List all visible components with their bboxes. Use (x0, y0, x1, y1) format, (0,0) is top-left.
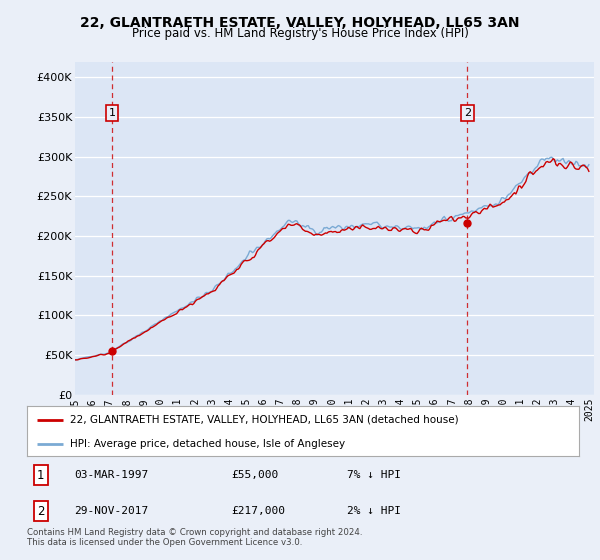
Text: 03-MAR-1997: 03-MAR-1997 (74, 470, 148, 480)
Text: 2: 2 (464, 108, 471, 118)
Text: £217,000: £217,000 (231, 506, 285, 516)
Text: 2: 2 (37, 505, 44, 517)
Text: HPI: Average price, detached house, Isle of Anglesey: HPI: Average price, detached house, Isle… (70, 439, 345, 449)
Text: Contains HM Land Registry data © Crown copyright and database right 2024.
This d: Contains HM Land Registry data © Crown c… (27, 528, 362, 547)
Text: 1: 1 (37, 469, 44, 482)
Text: 1: 1 (109, 108, 116, 118)
Text: 2% ↓ HPI: 2% ↓ HPI (347, 506, 401, 516)
Text: 22, GLANTRAETH ESTATE, VALLEY, HOLYHEAD, LL65 3AN (detached house): 22, GLANTRAETH ESTATE, VALLEY, HOLYHEAD,… (70, 414, 458, 424)
Text: 22, GLANTRAETH ESTATE, VALLEY, HOLYHEAD, LL65 3AN: 22, GLANTRAETH ESTATE, VALLEY, HOLYHEAD,… (80, 16, 520, 30)
Text: 7% ↓ HPI: 7% ↓ HPI (347, 470, 401, 480)
Text: Price paid vs. HM Land Registry's House Price Index (HPI): Price paid vs. HM Land Registry's House … (131, 27, 469, 40)
Text: 29-NOV-2017: 29-NOV-2017 (74, 506, 148, 516)
Text: £55,000: £55,000 (231, 470, 278, 480)
